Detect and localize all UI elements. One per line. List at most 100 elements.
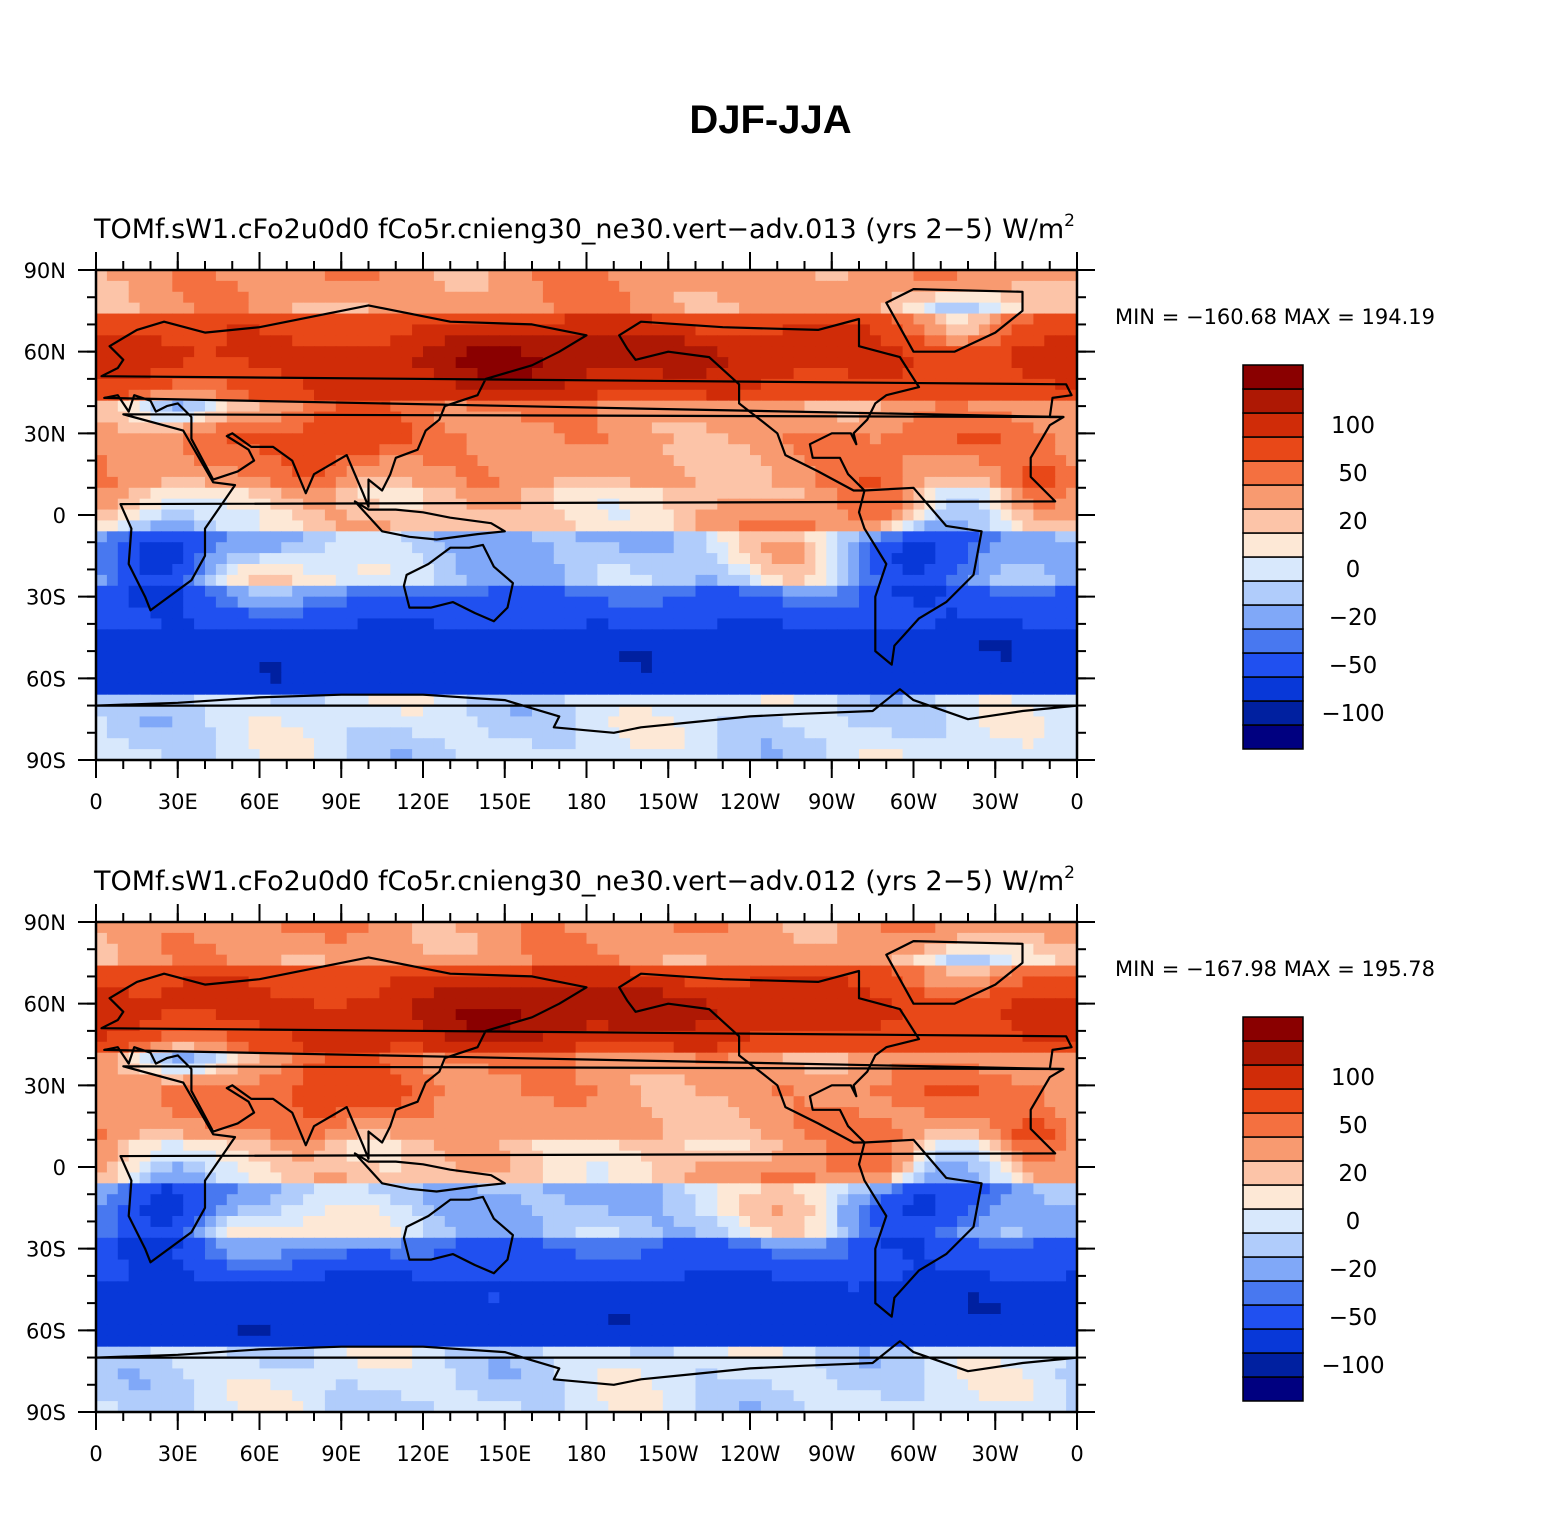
field-cell bbox=[575, 943, 588, 956]
field-cell bbox=[924, 651, 936, 663]
field-cell bbox=[750, 368, 762, 380]
field-cell bbox=[139, 389, 152, 402]
field-cell bbox=[226, 716, 239, 728]
field-cell bbox=[412, 335, 424, 347]
field-cell bbox=[608, 270, 620, 282]
field-cell bbox=[488, 433, 500, 445]
field-cell bbox=[935, 662, 947, 674]
field-cell bbox=[215, 596, 228, 609]
field-cell bbox=[226, 965, 239, 978]
field-cell bbox=[96, 400, 108, 413]
field-cell bbox=[760, 553, 773, 565]
field-cell bbox=[575, 291, 588, 304]
field-cell bbox=[423, 346, 435, 358]
field-cell bbox=[205, 651, 217, 663]
field-cell bbox=[368, 749, 380, 761]
field-cell bbox=[150, 422, 162, 434]
field-cell bbox=[401, 368, 413, 380]
field-cell bbox=[684, 346, 697, 358]
field-cell bbox=[324, 542, 337, 554]
field-cell bbox=[1044, 422, 1056, 434]
field-cell bbox=[314, 727, 326, 739]
field-cell bbox=[444, 585, 457, 598]
field-cell bbox=[608, 357, 620, 369]
field-cell bbox=[237, 357, 250, 369]
field-cell bbox=[1022, 389, 1034, 402]
field-cell bbox=[532, 335, 544, 347]
field-cell bbox=[575, 987, 588, 999]
field-cell bbox=[1022, 976, 1034, 988]
field-cell bbox=[303, 400, 315, 413]
field-cell bbox=[989, 509, 1002, 522]
field-cell bbox=[542, 444, 555, 456]
field-cell bbox=[782, 433, 795, 445]
field-cell bbox=[684, 498, 697, 511]
field-cell bbox=[630, 922, 642, 934]
field-cell bbox=[739, 509, 751, 522]
field-cell bbox=[455, 444, 468, 456]
field-cell bbox=[630, 433, 642, 445]
field-cell bbox=[902, 498, 915, 511]
field-cell bbox=[619, 542, 631, 554]
field-cell bbox=[139, 466, 152, 478]
field-cell bbox=[477, 607, 489, 620]
field-cell bbox=[510, 629, 522, 641]
field-cell bbox=[837, 302, 849, 315]
field-cell bbox=[619, 932, 631, 945]
field-cell bbox=[150, 324, 162, 336]
field-cell bbox=[804, 943, 816, 956]
field-cell bbox=[128, 368, 141, 380]
field-cell bbox=[695, 596, 707, 609]
field-cell bbox=[989, 466, 1002, 478]
field-cell bbox=[597, 564, 609, 576]
field-cell bbox=[226, 378, 239, 391]
field-cell bbox=[826, 607, 838, 620]
field-cell bbox=[891, 574, 904, 587]
field-cell bbox=[750, 509, 762, 522]
field-cell bbox=[1011, 738, 1024, 750]
field-cell bbox=[532, 270, 544, 282]
field-cell bbox=[968, 705, 980, 718]
field-cell bbox=[935, 640, 947, 652]
field-cell bbox=[205, 487, 217, 500]
field-cell bbox=[466, 596, 479, 609]
field-cell bbox=[968, 270, 980, 282]
field-cell bbox=[771, 716, 784, 728]
field-cell bbox=[161, 607, 173, 620]
field-cell bbox=[815, 444, 827, 456]
field-cell bbox=[335, 400, 348, 413]
field-cell bbox=[782, 694, 795, 707]
field-cell bbox=[968, 368, 980, 380]
field-cell bbox=[935, 466, 947, 478]
field-cell bbox=[423, 574, 435, 587]
field-cell bbox=[706, 498, 718, 511]
field-cell bbox=[303, 640, 315, 652]
field-cell bbox=[1000, 346, 1013, 358]
field-cell bbox=[880, 574, 893, 587]
field-cell bbox=[259, 400, 271, 413]
field-cell bbox=[335, 727, 348, 739]
field-cell bbox=[586, 607, 598, 620]
field-cell bbox=[532, 683, 544, 696]
field-cell bbox=[412, 651, 424, 663]
field-cell bbox=[303, 357, 315, 369]
field-cell bbox=[684, 509, 697, 522]
field-cell bbox=[728, 727, 740, 739]
field-cell bbox=[270, 629, 282, 641]
field-cell bbox=[837, 498, 849, 511]
field-cell bbox=[902, 694, 915, 707]
field-cell bbox=[183, 672, 195, 685]
field-cell bbox=[477, 727, 489, 739]
field-cell bbox=[455, 520, 468, 532]
field-cell bbox=[978, 313, 991, 326]
coastline bbox=[353, 500, 506, 541]
field-cell bbox=[880, 716, 893, 728]
field-cell bbox=[117, 335, 130, 347]
field-cell bbox=[521, 313, 533, 326]
field-cell bbox=[1033, 531, 1045, 543]
field-cell bbox=[303, 476, 315, 489]
field-cell bbox=[782, 965, 795, 978]
field-cell bbox=[270, 640, 282, 652]
field-cell bbox=[826, 433, 838, 445]
field-cell bbox=[96, 509, 108, 522]
